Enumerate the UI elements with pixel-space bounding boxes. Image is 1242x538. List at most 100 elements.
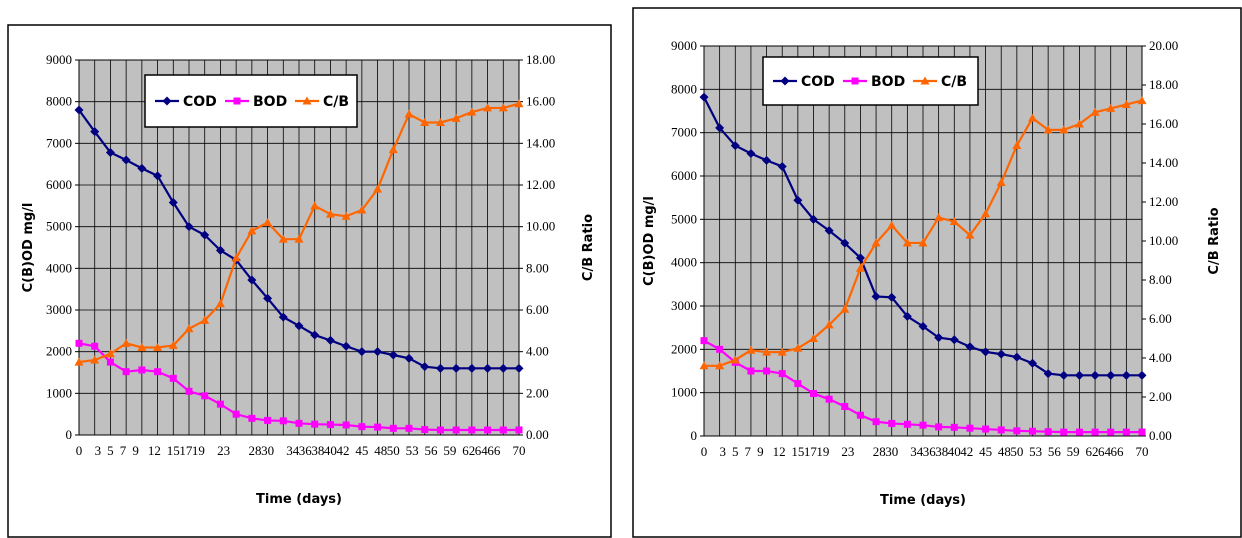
data-point-cod (121, 155, 131, 165)
x-tick-label: 5 (732, 444, 739, 459)
data-point-bod (515, 426, 523, 434)
data-point-cb (1090, 107, 1100, 116)
x-tick-label: 17 (804, 444, 818, 459)
y-tick-label: 8000 (671, 81, 697, 96)
y2-tick-label: 18.00 (526, 52, 555, 67)
data-point-bod (1138, 428, 1146, 436)
data-point-bod (169, 374, 177, 382)
x-axis-title: Time (days) (880, 493, 966, 508)
data-point-cb (341, 211, 351, 220)
data-point-cb (388, 145, 398, 154)
data-point-bod (856, 411, 864, 419)
y-tick-label: 1000 (671, 385, 697, 400)
y2-tick-label: 2.00 (1149, 389, 1172, 404)
data-point-bod (122, 368, 130, 376)
data-point-bod (311, 420, 319, 428)
data-point-bod (106, 358, 114, 366)
data-point-cod (918, 321, 928, 331)
data-point-bod (919, 421, 927, 429)
data-point-cb (310, 201, 320, 210)
data-point-cb (840, 304, 850, 313)
data-point-cb (184, 324, 194, 333)
y2-tick-label: 8.00 (526, 260, 549, 275)
legend-marker (780, 76, 790, 86)
data-point-cod (388, 350, 398, 360)
legend-label: C/B (323, 94, 349, 110)
y2-tick-label: 0.00 (1149, 428, 1172, 443)
data-point-cod (1059, 370, 1069, 380)
data-point-cod (467, 363, 477, 373)
y-tick-label: 4000 (671, 255, 697, 270)
x-tick-label: 64 (475, 443, 489, 458)
data-point-cod (483, 363, 493, 373)
y2-tick-label: 4.00 (1149, 350, 1172, 365)
chart-panel-right: 0 1000 2000 3000 4000 5000 6000 7000 8000 9000 0.0… (628, 0, 1242, 538)
data-point-cb (263, 218, 273, 226)
data-point-cod (809, 214, 818, 224)
y2-tick-label: 2.00 (526, 385, 549, 400)
data-point-cod (514, 363, 524, 373)
data-point-cb (996, 178, 1006, 186)
x-tick-label: 7 (745, 444, 752, 459)
data-point-bod (138, 366, 146, 374)
x-tick-label: 15 (791, 444, 804, 459)
data-point-cb (105, 349, 115, 358)
data-point-cod (153, 171, 163, 181)
data-point-cod (1012, 352, 1022, 362)
data-point-cod (247, 275, 257, 285)
data-point-bod (982, 425, 990, 433)
y-tick-label: 3000 (46, 302, 72, 317)
data-point-bod (903, 420, 911, 428)
data-point-bod (421, 426, 429, 434)
data-point-cod (855, 253, 865, 263)
data-point-cb (871, 238, 881, 247)
y-tick-label: 9000 (671, 38, 697, 53)
y-tick-label: 3000 (671, 298, 697, 313)
data-point-cb (1059, 125, 1069, 134)
data-point-bod (1060, 428, 1068, 436)
data-point-cb (1012, 140, 1022, 149)
x-tick-label: 23 (841, 444, 854, 459)
data-point-bod (295, 419, 303, 427)
data-point-bod (872, 418, 880, 426)
y-tick-label: 7000 (46, 135, 72, 150)
legend-marker (233, 97, 241, 105)
data-point-cb (746, 345, 756, 354)
data-point-cb (1028, 113, 1037, 122)
y-tick-label: 0 (691, 428, 698, 443)
x-tick-label: 28 (873, 444, 886, 459)
x-tick-label: 59 (443, 443, 456, 458)
x-tick-label: 70 (513, 443, 526, 458)
data-point-cb (981, 209, 991, 218)
data-point-cod (1028, 358, 1037, 368)
y-tick-label: 5000 (46, 219, 72, 234)
data-point-cb (357, 205, 367, 214)
y-tick-label: 9000 (46, 52, 72, 67)
data-point-bod (778, 370, 786, 378)
data-point-cod (373, 347, 383, 357)
plot-border (78, 59, 520, 436)
data-point-bod (810, 390, 817, 398)
x-tick-label: 59 (1067, 444, 1080, 459)
y2-axis-title: C/B Ratio (581, 214, 596, 281)
x-tick-label: 53 (1029, 444, 1042, 459)
data-point-bod (484, 426, 492, 434)
y2-tick-label: 16.00 (526, 94, 555, 109)
legend-marker (162, 96, 172, 106)
y-tick-label: 1000 (46, 385, 72, 400)
y2-axis-title: C/B Ratio (1207, 207, 1222, 274)
y2-tick-label: 4.00 (526, 344, 549, 359)
data-point-cb (1121, 100, 1131, 108)
x-axis-title: Time (days) (256, 492, 342, 507)
data-point-bod (468, 426, 476, 434)
x-tick-label: 0 (701, 444, 708, 459)
data-point-bod (436, 426, 444, 434)
y2-tick-label: 10.00 (1149, 233, 1178, 248)
data-point-cod (762, 155, 772, 165)
y-tick-label: 2000 (671, 341, 697, 356)
data-point-cb (1074, 119, 1084, 128)
data-point-cod (1074, 370, 1084, 380)
data-point-bod (326, 421, 334, 429)
x-tick-label: 50 (1010, 444, 1023, 459)
data-point-bod (91, 342, 99, 350)
